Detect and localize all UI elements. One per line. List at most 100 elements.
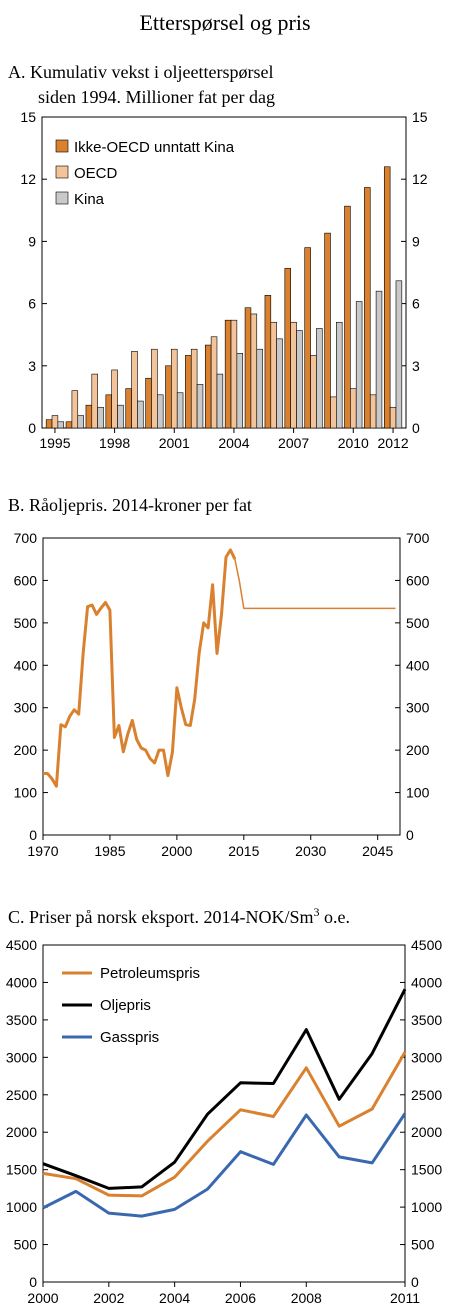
panel-b-ytick-label-left: 500	[14, 615, 38, 631]
panel-c-ytick-label-left: 1500	[6, 1162, 37, 1178]
panel-c-legend-label: Oljepris	[100, 997, 151, 1014]
panel-a-ytick-label-right: 15	[412, 109, 428, 125]
panel-a-bar	[145, 377, 152, 429]
panel-a-ytick-label-left: 6	[28, 296, 36, 312]
panel-a-ytick-label-right: 9	[412, 233, 420, 249]
panel-c-ytick-label-left: 0	[29, 1274, 37, 1290]
panel-a-xtick-label: 2010	[338, 435, 369, 451]
panel-c-title-main: C. Priser på norsk eksport. 2014-NOK/Sm	[8, 907, 313, 927]
panel-c-ytick-label-left: 2000	[6, 1124, 37, 1140]
panel-a-bar	[236, 353, 244, 429]
panel-a-xtick-label: 2001	[159, 435, 190, 451]
panel-c-series-line	[42, 1051, 407, 1198]
panel-c-frame	[42, 944, 406, 1283]
panel-a: A. Kumulativ vekst i oljeetterspørsel si…	[8, 62, 428, 451]
panel-c-ytick-label-left: 4500	[6, 937, 37, 953]
panel-c-ytick-label-right: 4500	[411, 937, 442, 953]
panel-a-ytick-label-right: 3	[412, 358, 420, 374]
panel-a-bar	[204, 344, 212, 429]
panel-a-ytick-label-right: 12	[412, 171, 428, 187]
panel-a-bar	[383, 166, 391, 429]
panel-b-ytick-label-left: 300	[14, 700, 38, 716]
panel-c-xtick-label: 2004	[159, 1290, 190, 1304]
panel-a-bar	[71, 390, 79, 429]
panel-a-legend-label: OECD	[74, 165, 118, 182]
panel-a-xtick-label: 2004	[218, 435, 249, 451]
panel-c-ytick-label-right: 3500	[411, 1012, 442, 1028]
panel-b-ytick-label-left: 100	[14, 785, 38, 801]
panel-a-bar	[344, 205, 351, 429]
panel-c-ytick-label-right: 1000	[411, 1199, 442, 1215]
panel-a-bar	[330, 396, 337, 429]
panel-a-bar	[51, 415, 59, 429]
panel-a-legend-label: Kina	[74, 191, 105, 208]
panel-a-xtick-label: 1995	[39, 435, 70, 451]
panel-a-bar	[350, 388, 357, 429]
panel-a-bar	[336, 321, 343, 429]
panel-c-xtick-label: 2008	[291, 1290, 322, 1304]
panel-a-bar	[250, 313, 258, 429]
panel-a-bar	[369, 394, 377, 429]
panel-c-ytick-label-right: 3000	[411, 1049, 442, 1065]
panel-c-legend-label: Gasspris	[100, 1029, 159, 1046]
panel-a-ytick-label-right: 6	[412, 296, 420, 312]
panel-a-bar	[85, 404, 93, 429]
panel-a-bar	[316, 328, 323, 429]
panel-b: B. Råoljepris. 2014-kroner per fat 0 0 100…	[8, 495, 430, 859]
panel-c-xtick-label: 2011	[390, 1290, 420, 1304]
panel-c-xtick-label: 2002	[93, 1290, 124, 1304]
panel-a-legend-swatch	[55, 139, 69, 153]
panel-a-bar	[290, 321, 297, 429]
panel-a-bar	[165, 365, 172, 429]
panel-a-xtick-label: 1998	[99, 435, 130, 451]
panel-b-xtick-label: 1985	[94, 843, 125, 859]
panel-a-legend-swatch	[55, 165, 69, 179]
panel-a-bar	[105, 394, 112, 429]
panel-b-series-historical	[43, 548, 237, 788]
panel-a-bar	[45, 419, 53, 429]
panel-c-ytick-label-left: 3500	[6, 1012, 37, 1028]
panel-c-series-line	[42, 988, 407, 1190]
panel-c-legend-label: Petroleumspris	[100, 965, 200, 982]
panel-a-bar	[395, 280, 403, 429]
panel-b-ytick-label-right: 100	[406, 785, 430, 801]
panel-c-series-line	[42, 1112, 407, 1218]
panel-b-frame	[42, 537, 401, 836]
panel-c-ytick-label-left: 500	[14, 1237, 38, 1253]
panel-a-plot: 0 0 3 3 6 6 9 9 12 12 15 15 1995 1998 2001 2004 2007 2010…	[20, 109, 427, 451]
panel-a-bar	[210, 336, 218, 429]
panel-a-bar	[364, 187, 371, 429]
panel-a-bar	[296, 330, 303, 429]
panel-a-bar	[137, 400, 144, 429]
panel-c-ytick-label-right: 0	[411, 1274, 419, 1290]
panel-c-title-suffix: o.e.	[319, 907, 350, 927]
panel-a-bar	[57, 421, 65, 429]
panel-c-ytick-label-left: 2500	[6, 1087, 37, 1103]
panel-b-ytick-label-left: 0	[29, 827, 37, 843]
panel-a-bar	[276, 338, 283, 429]
panel-b-ytick-label-left: 400	[14, 657, 38, 673]
panel-c-ytick-label-right: 500	[411, 1237, 435, 1253]
panel-a-ytick-label-left: 12	[20, 171, 36, 187]
panel-b-ytick-label-left: 700	[14, 530, 38, 546]
panel-a-bar	[131, 350, 138, 429]
panel-c-xtick-label: 2000	[27, 1290, 58, 1304]
panel-b-title: B. Råoljepris. 2014-kroner per fat	[8, 495, 252, 515]
panel-a-ytick-label-right: 0	[412, 420, 420, 436]
panel-a-bar	[270, 321, 277, 429]
panel-a-ytick-label-left: 15	[20, 109, 36, 125]
panel-b-ytick-label-right: 200	[406, 742, 430, 758]
panel-b-ytick-label-right: 600	[406, 572, 430, 588]
panel-a-bar	[185, 355, 192, 429]
panel-c-ytick-label-right: 2500	[411, 1087, 442, 1103]
panel-b-xtick-label: 1970	[27, 843, 58, 859]
panel-a-bar	[264, 295, 272, 429]
panel-a-bar	[230, 319, 238, 429]
panel-b-series-projection	[234, 559, 396, 610]
panel-a-bar	[224, 319, 232, 429]
panel-c-ytick-label-left: 4000	[6, 974, 37, 990]
panel-a-bar	[77, 415, 84, 429]
panel-a-bar	[375, 290, 383, 429]
panel-b-ytick-label-right: 0	[406, 827, 414, 843]
